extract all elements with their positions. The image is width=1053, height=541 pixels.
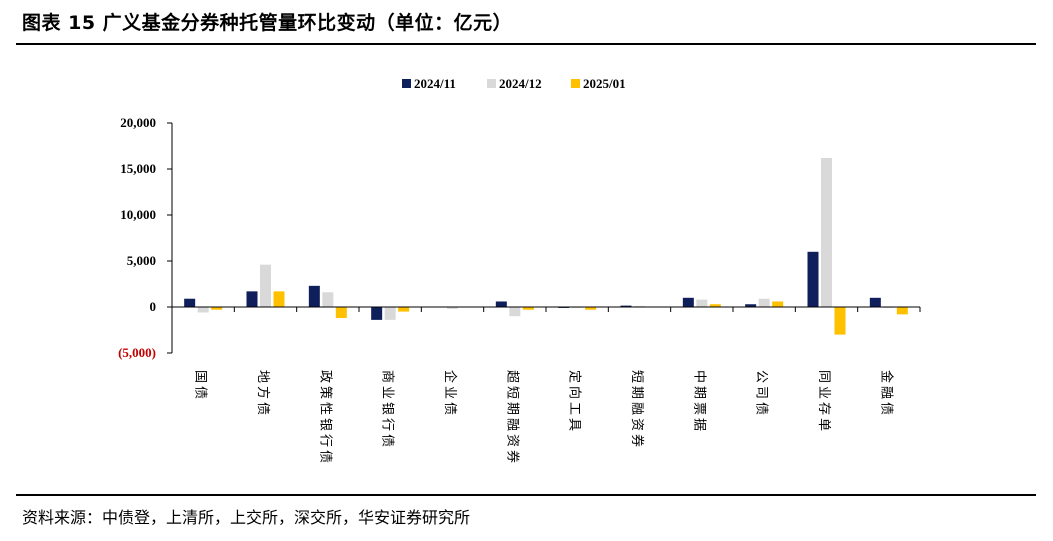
y-tick-label: 10,000 (120, 207, 156, 222)
bar (807, 251, 819, 307)
x-category-label: 定向工具 (567, 370, 583, 431)
x-category-label: 地方债 (255, 370, 271, 415)
bar (709, 304, 721, 307)
bar (184, 298, 196, 307)
bar (384, 307, 396, 320)
bar (308, 285, 320, 307)
bar (869, 297, 881, 307)
bar (197, 307, 209, 313)
source-note: 资料来源：中债登，上清所，上交所，深交所，华安证券研究所 (22, 508, 471, 527)
bar (398, 307, 410, 312)
bar (758, 298, 770, 307)
bar (821, 157, 832, 307)
x-category-label: 中期票据 (691, 370, 706, 431)
legend: 2024/11 2024/12 2025/01 (402, 76, 626, 91)
bar (682, 297, 694, 307)
x-category-label: 短期融资券 (629, 370, 645, 447)
bars (184, 157, 908, 335)
bar (772, 301, 784, 307)
bar (322, 292, 334, 307)
bar (273, 291, 285, 307)
y-tick-label: 5,000 (127, 253, 156, 268)
bar (696, 299, 708, 307)
x-category-label: 国债 (193, 370, 208, 399)
bar (260, 264, 271, 307)
bar (211, 307, 223, 310)
y-axis: 20,000 15,000 10,000 5,000 0 (5,000) (118, 115, 173, 360)
x-category-label: 超短期融资券 (504, 370, 520, 463)
legend-label: 2024/11 (414, 76, 456, 91)
chart-title: 图表 15 广义基金分券种托管量环比变动（单位：亿元） (22, 12, 513, 34)
x-category-label: 政策性银行债 (317, 370, 333, 463)
x-category-label: 公司债 (754, 370, 769, 415)
legend-swatch (402, 79, 411, 88)
x-category-label: 企业债 (442, 370, 458, 415)
y-tick-label: (5,000) (118, 345, 156, 360)
legend-swatch (571, 79, 580, 88)
top-rule (16, 43, 1036, 45)
bar (509, 307, 521, 317)
x-axis: 国债 地方债 政策性银行债 商业银行债 企业债 超短期融资券 定向工具 短期融资券 中期票据 公司… (171, 306, 921, 463)
bar (246, 291, 258, 307)
y-tick-label: 0 (150, 299, 157, 314)
bar (745, 304, 757, 307)
legend-label: 2025/01 (583, 76, 626, 91)
bottom-rule (16, 494, 1036, 496)
y-tick-label: 15,000 (120, 161, 156, 176)
bar (585, 307, 597, 310)
legend-swatch (487, 79, 496, 88)
y-tick-label: 20,000 (120, 115, 156, 130)
bar (495, 301, 507, 307)
bar (896, 307, 908, 315)
bar (335, 307, 347, 319)
x-category-label: 金融债 (878, 370, 894, 415)
x-category-label: 商业银行债 (380, 370, 395, 447)
bar (371, 307, 383, 320)
bar (447, 307, 458, 309)
bar (834, 307, 846, 335)
bar (620, 305, 632, 307)
legend-label: 2024/12 (499, 76, 542, 91)
x-category-label: 同业存单 (816, 370, 831, 431)
bar (522, 307, 534, 310)
